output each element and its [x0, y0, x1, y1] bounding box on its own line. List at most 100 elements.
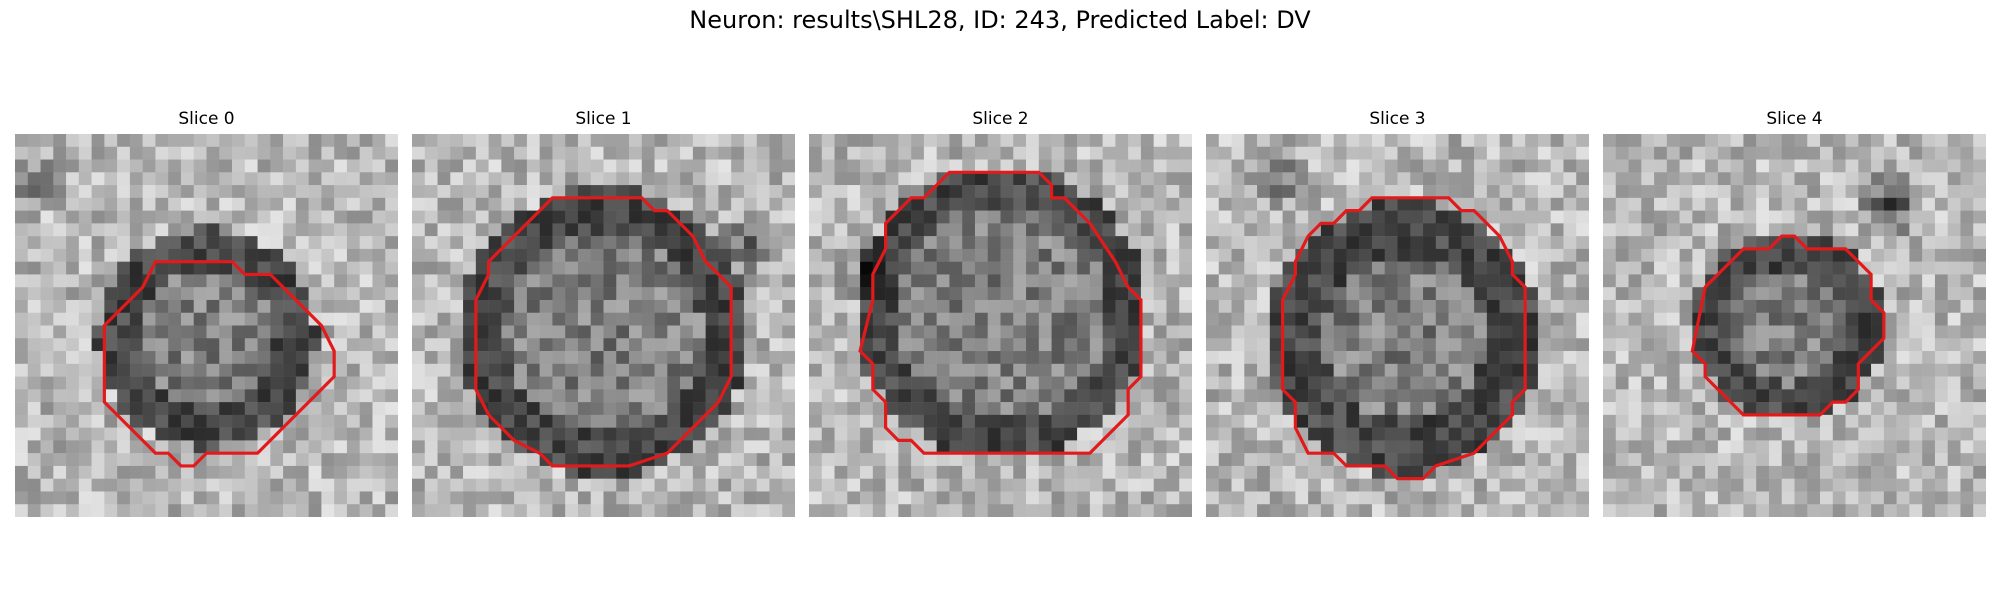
pixel	[718, 363, 732, 377]
pixel	[1960, 453, 1974, 467]
pixel	[552, 159, 566, 173]
pixel	[219, 299, 233, 313]
pixel	[1397, 236, 1411, 250]
pixel	[1384, 376, 1398, 390]
pixel	[1448, 248, 1462, 262]
pixel	[1832, 376, 1846, 390]
pixel	[782, 261, 795, 275]
pixel	[718, 351, 732, 365]
pixel	[1206, 274, 1220, 288]
pixel	[603, 134, 617, 148]
pixel	[1397, 146, 1411, 160]
pixel	[974, 236, 988, 250]
pixel	[936, 491, 950, 505]
pixel	[1000, 491, 1014, 505]
pixel	[1896, 478, 1910, 492]
pixel	[142, 210, 156, 224]
pixel	[53, 261, 67, 275]
pixel	[936, 236, 950, 250]
pixel	[142, 389, 156, 403]
pixel	[295, 146, 309, 160]
pixel	[193, 491, 207, 505]
pixel	[1563, 491, 1577, 505]
pixel	[283, 504, 297, 517]
pixel	[1153, 248, 1167, 262]
pixel	[206, 248, 220, 262]
pixel	[1179, 172, 1192, 186]
pixel	[1308, 185, 1322, 199]
pixel	[1231, 414, 1245, 428]
pixel	[308, 134, 322, 148]
pixel	[834, 325, 848, 339]
pixel	[1499, 261, 1513, 275]
pixel	[1756, 172, 1770, 186]
pixel	[1435, 197, 1449, 211]
pixel	[1000, 402, 1014, 416]
pixel	[129, 146, 143, 160]
pixel	[911, 299, 925, 313]
pixel	[1128, 197, 1142, 211]
pixel	[1051, 312, 1065, 326]
pixel	[1384, 172, 1398, 186]
pixel	[565, 223, 579, 237]
pixel	[705, 351, 719, 365]
pixel	[539, 465, 553, 479]
pixel	[1206, 427, 1220, 441]
pixel	[1461, 312, 1475, 326]
pixel	[283, 236, 297, 250]
pixel	[1244, 236, 1258, 250]
pixel	[1435, 414, 1449, 428]
pixel	[1603, 453, 1617, 467]
pixel	[180, 351, 194, 365]
pixel	[1820, 465, 1834, 479]
pixel	[1333, 478, 1347, 492]
pixel	[1333, 376, 1347, 390]
pixel	[1615, 210, 1629, 224]
pixel	[1525, 440, 1539, 454]
pixel	[731, 376, 745, 390]
pixel	[821, 312, 835, 326]
pixel	[1166, 491, 1180, 505]
pixel	[1563, 299, 1577, 313]
pixel	[1603, 351, 1617, 365]
pixel	[206, 185, 220, 199]
pixel	[718, 478, 732, 492]
pixel	[1603, 491, 1617, 505]
pixel	[974, 491, 988, 505]
pixel	[385, 274, 398, 288]
pixel	[1756, 465, 1770, 479]
pixel	[1768, 414, 1782, 428]
pixel	[1423, 261, 1437, 275]
pixel	[475, 376, 489, 390]
pixel	[756, 427, 770, 441]
pixel	[232, 146, 246, 160]
pixel	[15, 312, 29, 326]
pixel	[949, 440, 963, 454]
pixel	[1679, 504, 1693, 517]
pixel	[1359, 363, 1373, 377]
pixel	[206, 402, 220, 416]
pixel	[40, 363, 54, 377]
pixel	[168, 363, 182, 377]
pixel	[1282, 146, 1296, 160]
pixel	[450, 491, 464, 505]
pixel	[1781, 389, 1795, 403]
pixel	[66, 465, 80, 479]
pixel	[359, 363, 373, 377]
pixel	[1768, 185, 1782, 199]
pixel	[1244, 197, 1258, 211]
pixel	[718, 440, 732, 454]
pixel	[1410, 389, 1424, 403]
pixel	[821, 197, 835, 211]
pixel	[1947, 427, 1961, 441]
pixel	[1423, 325, 1437, 339]
pixel	[565, 351, 579, 365]
pixel	[1641, 197, 1655, 211]
pixel	[692, 351, 706, 365]
pixel	[1947, 134, 1961, 148]
pixel	[501, 478, 515, 492]
pixel	[1206, 363, 1220, 377]
pixel	[1973, 248, 1986, 262]
pixel	[1756, 427, 1770, 441]
pixel	[1026, 351, 1040, 365]
